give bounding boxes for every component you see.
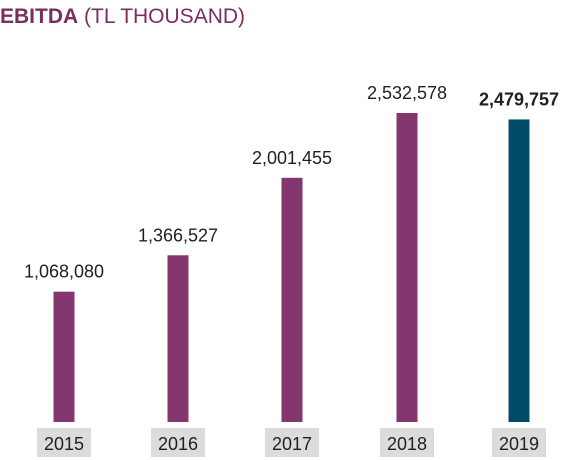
bar-2019 [508,119,530,422]
bar-2016 [167,255,189,422]
category-label-2015: 2015 [44,434,84,454]
data-label-2019: 2,479,757 [479,89,559,109]
category-box-2015 [37,428,91,457]
chart-title-unit: (TL THOUSAND) [84,5,246,28]
bar-2018 [396,113,418,422]
data-label-2017: 2,001,455 [252,148,332,168]
chart-title: EBITDA (TL THOUSAND) [0,4,245,30]
data-label-2018: 2,532,578 [367,83,447,103]
category-label-2018: 2018 [387,434,427,454]
data-label-2015: 1,068,080 [24,262,104,282]
bar-2015 [53,291,75,422]
data-label-2016: 1,366,527 [138,225,218,245]
category-box-2016 [151,428,205,457]
chart-title-main: EBITDA [0,5,79,28]
category-box-2017 [265,428,319,457]
category-box-2018 [380,428,434,457]
category-label-2016: 2016 [158,434,198,454]
bar-2017 [281,177,303,422]
category-label-2017: 2017 [272,434,312,454]
category-box-2019 [492,428,546,457]
category-label-2019: 2019 [499,434,539,454]
